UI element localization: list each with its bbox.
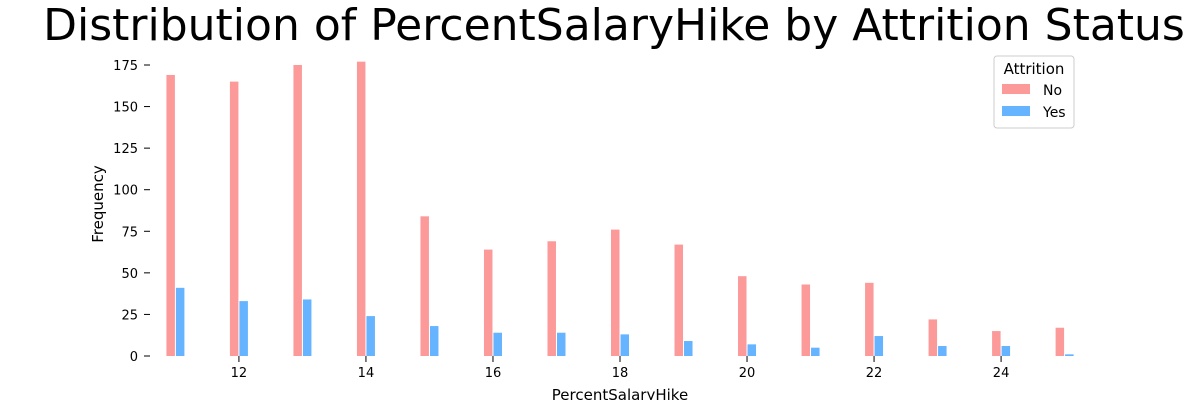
bar-no-21 xyxy=(801,284,811,356)
y-axis: 0 25 50 75 100 125 150 175 xyxy=(113,59,150,365)
x-tick-label: 18 xyxy=(612,366,629,381)
y-tick-label: 150 xyxy=(113,101,138,116)
bar-no-19 xyxy=(674,244,684,356)
x-tick-label: 24 xyxy=(993,366,1010,381)
legend: Attrition No Yes xyxy=(993,55,1075,129)
bar-yes-16 xyxy=(493,332,502,356)
x-tick-label: 12 xyxy=(231,366,248,381)
bar-no-20 xyxy=(738,276,747,356)
x-tick-label: 20 xyxy=(739,366,756,381)
y-tick-label: 25 xyxy=(121,308,138,323)
bar-no-12 xyxy=(229,81,239,356)
bar-yes-15 xyxy=(429,326,439,356)
bar-no-18 xyxy=(611,229,620,356)
legend-label-yes: Yes xyxy=(1042,105,1066,121)
bar-no-23 xyxy=(928,319,938,356)
bar-yes-12 xyxy=(239,301,248,356)
bar-yes-14 xyxy=(366,316,375,356)
bar-yes-13 xyxy=(302,299,312,356)
bars-group xyxy=(166,61,1074,356)
legend-swatch-yes xyxy=(1002,106,1030,116)
bar-yes-18 xyxy=(620,334,629,356)
y-tick-label: 175 xyxy=(113,59,138,74)
bar-yes-25 xyxy=(1065,354,1074,356)
chart-title: Distribution of PercentSalaryHike by Att… xyxy=(43,0,1185,51)
y-tick-label: 75 xyxy=(121,225,138,240)
y-tick-label: 100 xyxy=(113,184,138,199)
bar-no-25 xyxy=(1055,327,1065,356)
bar-no-24 xyxy=(992,331,1001,356)
x-tick-label: 22 xyxy=(866,366,883,381)
bar-yes-21 xyxy=(811,347,820,356)
x-axis: 12 14 16 18 20 22 24 xyxy=(231,356,1010,381)
bar-yes-11 xyxy=(175,287,185,356)
bar-no-15 xyxy=(420,216,429,356)
legend-title: Attrition xyxy=(1004,60,1065,78)
bar-no-17 xyxy=(547,241,556,356)
bar-yes-24 xyxy=(1001,346,1011,356)
x-tick-label: 14 xyxy=(358,366,375,381)
bar-no-16 xyxy=(483,249,493,356)
bar-no-11 xyxy=(166,74,175,356)
y-tick-label: 125 xyxy=(113,142,138,157)
x-axis-label: PercentSalaryHike xyxy=(552,386,688,400)
x-tick-label: 16 xyxy=(485,366,502,381)
bar-yes-23 xyxy=(938,346,947,356)
bar-yes-22 xyxy=(874,336,884,356)
y-tick-label: 50 xyxy=(121,267,138,282)
legend-label-no: No xyxy=(1043,83,1062,99)
y-tick-label: 0 xyxy=(130,350,138,365)
bar-no-14 xyxy=(356,61,366,356)
bar-yes-19 xyxy=(684,341,693,356)
bar-yes-17 xyxy=(556,332,566,356)
bar-no-22 xyxy=(865,282,874,356)
legend-swatch-no xyxy=(1002,84,1030,94)
bar-no-13 xyxy=(293,64,302,356)
y-axis-label: Frequency xyxy=(89,165,107,243)
bar-yes-20 xyxy=(747,344,757,356)
